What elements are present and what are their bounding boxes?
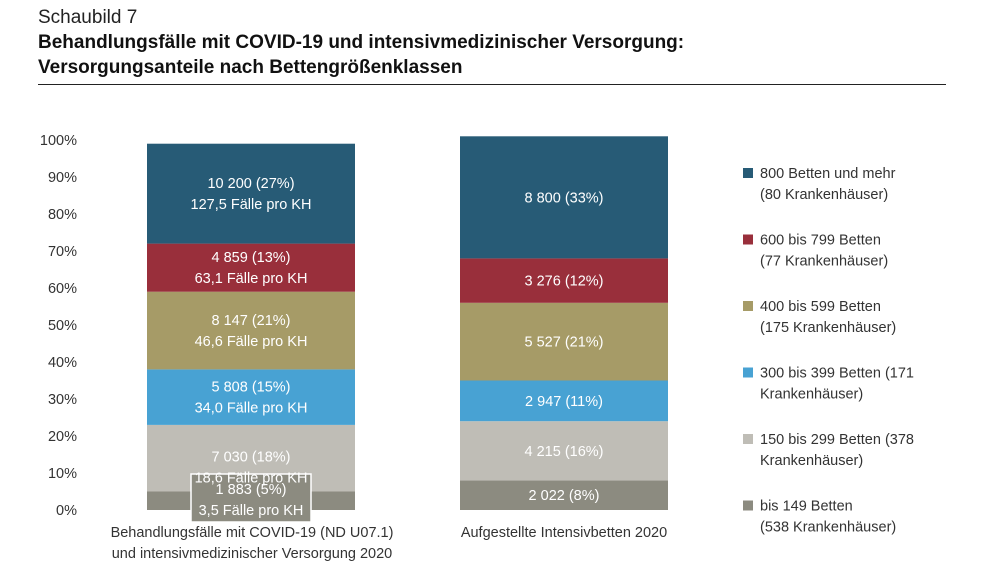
legend-label: (77 Krankenhäuser): [760, 254, 888, 270]
y-tick-label: 30%: [48, 392, 77, 408]
data-label: 63,1 Fälle pro KH: [195, 271, 308, 287]
data-label: 46,6 Fälle pro KH: [195, 334, 308, 350]
bar-segment: [460, 302, 668, 381]
y-tick-label: 50%: [48, 318, 77, 334]
y-tick-label: 60%: [48, 281, 77, 297]
legend-label: 300 bis 399 Betten (171: [760, 366, 914, 382]
legend-swatch: [743, 367, 753, 378]
legend-label: bis 149 Betten: [760, 499, 853, 515]
y-tick-label: 0%: [56, 503, 77, 519]
data-label-box: [190, 473, 312, 523]
data-label: 18,6 Fälle pro KH: [195, 471, 308, 487]
x-tick-label: Behandlungsfälle mit COVID-19 (ND U07.1): [111, 525, 394, 541]
bar-segment: [147, 243, 355, 292]
data-label: 2 947 (11%): [525, 394, 603, 410]
bar-segment: [147, 369, 355, 425]
bar-segment: [147, 291, 355, 370]
y-tick-label: 40%: [48, 355, 77, 371]
legend-label: Krankenhäuser): [760, 387, 863, 403]
chart-title-line-2: Versorgungsanteile nach Bettengrößenklas…: [38, 57, 463, 78]
data-label: 3 276 (12%): [525, 274, 604, 290]
bar-segment: [460, 380, 668, 422]
x-tick-label: und intensivmedizinischer Versorgung 202…: [112, 546, 393, 562]
legend-label: 600 bis 799 Betten: [760, 233, 881, 249]
data-label: 4 215 (16%): [525, 444, 604, 460]
bar-segment: [147, 143, 355, 244]
data-label: 8 147 (21%): [212, 313, 291, 329]
data-label: 1 883 (5%): [216, 482, 287, 498]
bars: 1 883 (5%) 3,5 Fälle pro KH 7 030 (18%) 18,…: [147, 136, 668, 523]
legend-swatch: [743, 301, 753, 311]
y-tick-label: 80%: [48, 207, 77, 223]
legend-swatch: [743, 168, 753, 178]
y-tick-label: 20%: [48, 429, 77, 445]
bar-segment: [460, 136, 668, 259]
bar-segment: [460, 421, 668, 481]
y-tick-label: 90%: [48, 170, 77, 186]
data-label: 7 030 (18%): [212, 450, 291, 466]
legend-swatch: [743, 500, 753, 511]
data-label: 5 808 (15%): [212, 380, 291, 396]
bar-segment: [460, 258, 668, 303]
data-label: 127,5 Fälle pro KH: [191, 197, 312, 213]
figure-number: Schaubild 7: [38, 7, 138, 28]
data-label: 3,5 Fälle pro KH: [199, 503, 304, 519]
y-tick-label: 10%: [48, 466, 77, 482]
legend-swatch: [743, 234, 753, 245]
data-label: 34,0 Fälle pro KH: [195, 401, 308, 417]
data-label: 5 527 (21%): [525, 335, 604, 351]
y-tick-label: 100%: [40, 133, 77, 149]
x-tick-label: Aufgestellte Intensivbetten 2020: [461, 525, 667, 541]
y-tick-label: 70%: [48, 244, 77, 260]
chart-header: Schaubild 7 Behandlungsfälle mit COVID-1…: [38, 6, 946, 85]
chart-title-line-1: Behandlungsfälle mit COVID-19 und intens…: [38, 32, 685, 53]
legend-label: (538 Krankenhäuser): [760, 520, 896, 536]
x-axis: Behandlungsfälle mit COVID-19 (ND U07.1)…: [111, 525, 668, 562]
legend-label: 400 bis 599 Betten: [760, 299, 881, 315]
legend-label: Krankenhäuser): [760, 453, 863, 469]
data-label: 4 859 (13%): [212, 250, 291, 266]
legend: 800 Betten und mehr (80 Krankenhäuser) 600…: [743, 166, 914, 536]
legend-swatch: [743, 434, 753, 444]
legend-label: (175 Krankenhäuser): [760, 320, 896, 336]
data-label: 8 800 (33%): [525, 190, 604, 206]
bar-segment: [460, 480, 668, 510]
data-label: 2 022 (8%): [529, 488, 600, 504]
legend-label: 800 Betten und mehr: [760, 166, 896, 182]
data-label: 10 200 (27%): [207, 176, 294, 192]
legend-label: (80 Krankenhäuser): [760, 187, 888, 203]
y-axis: 0% 10% 20% 30% 40% 50% 60% 70% 80% 90% 100%: [40, 133, 77, 519]
legend-label: 150 bis 299 Betten (378: [760, 432, 914, 448]
